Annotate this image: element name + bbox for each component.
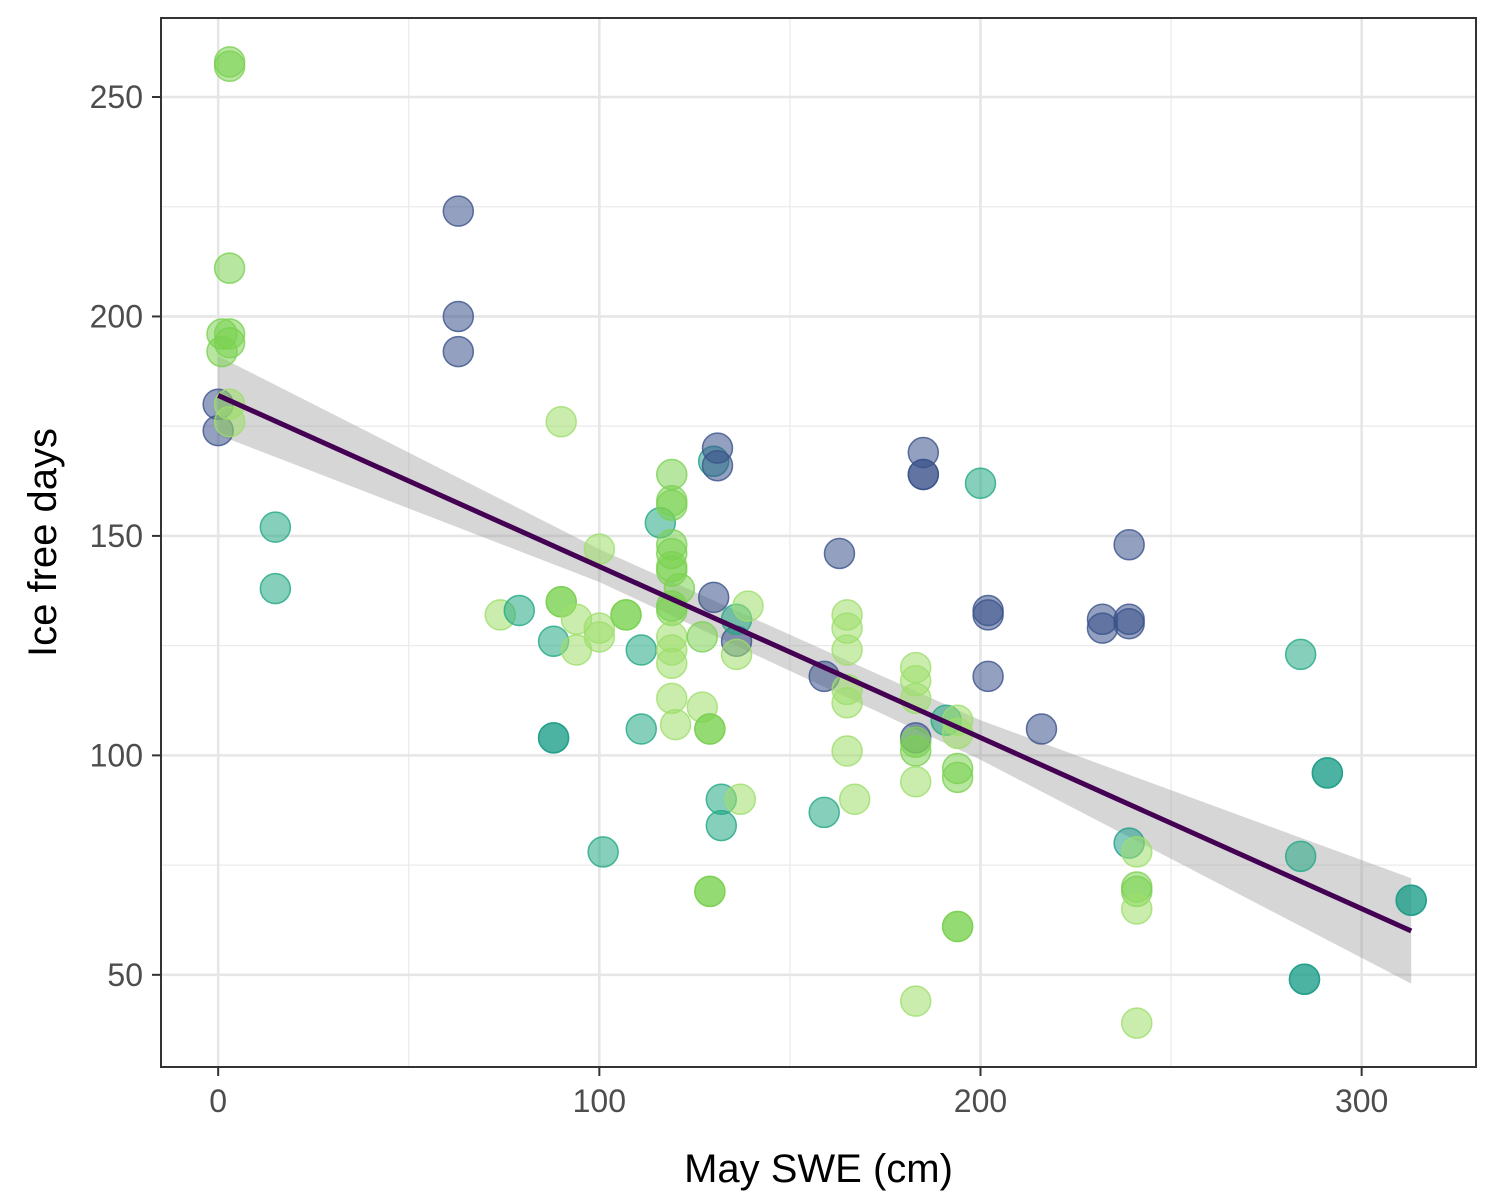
- data-point: [213, 50, 246, 83]
- data-point: [213, 252, 246, 284]
- data-point: [625, 713, 658, 745]
- data-point: [587, 836, 619, 868]
- data-point: [941, 761, 974, 794]
- trend-line: [217, 393, 1413, 934]
- x-tick-label: 0: [209, 1083, 227, 1119]
- data-point: [941, 910, 974, 943]
- y-axis-title: Ice free days: [21, 428, 65, 657]
- data-point: [697, 581, 730, 614]
- y-tick-label: 50: [107, 957, 143, 993]
- data-point: [625, 634, 658, 666]
- data-point: [694, 713, 726, 745]
- panel-border: [160, 17, 1477, 1068]
- data-point: [694, 875, 726, 908]
- data-point: [686, 621, 718, 653]
- data-point: [1113, 607, 1145, 640]
- data-point: [972, 660, 1004, 693]
- data-point: [213, 327, 246, 359]
- data-point: [213, 406, 246, 438]
- y-tick-label: 250: [90, 79, 143, 115]
- data-point: [831, 686, 863, 719]
- data-point: [1121, 1007, 1153, 1039]
- data-point: [899, 735, 932, 767]
- data-point: [732, 590, 764, 622]
- data-point: [838, 783, 871, 816]
- data-point: [610, 599, 642, 631]
- data-point: [823, 537, 856, 570]
- data-point: [659, 708, 692, 741]
- data-point: [537, 722, 570, 754]
- x-tick-label: 300: [1335, 1083, 1388, 1119]
- data-point: [442, 335, 475, 368]
- axes: 0 100 200 300 50 100 150 200 250: [90, 79, 1389, 1119]
- data-point: [656, 489, 688, 521]
- data-point: [964, 467, 997, 499]
- data-point: [259, 572, 292, 605]
- data-point: [1284, 840, 1317, 873]
- data-point: [442, 195, 475, 227]
- data-point: [899, 765, 932, 798]
- x-tick-label: 200: [954, 1083, 1007, 1119]
- x-axis-title: May SWE (cm): [684, 1147, 953, 1191]
- y-tick-label: 200: [90, 298, 143, 334]
- data-point: [972, 599, 1004, 631]
- data-point: [907, 458, 940, 491]
- data-point: [503, 594, 536, 627]
- data-point: [724, 783, 757, 816]
- data-point: [808, 796, 840, 829]
- data-point: [1113, 528, 1145, 561]
- data-point: [831, 634, 863, 666]
- data-point: [656, 682, 688, 715]
- data-point: [583, 621, 616, 653]
- data-point: [656, 458, 688, 491]
- data-point: [720, 638, 753, 671]
- points-layer: [202, 46, 1427, 1039]
- data-point: [1121, 836, 1153, 868]
- data-point: [705, 809, 738, 842]
- data-point: [701, 449, 734, 482]
- data-point: [656, 647, 688, 679]
- data-point: [1284, 638, 1317, 671]
- data-point: [259, 511, 292, 543]
- data-point: [442, 300, 475, 333]
- data-point: [1311, 757, 1344, 789]
- data-point: [899, 985, 932, 1017]
- y-tick-label: 150: [90, 518, 143, 554]
- data-point: [1395, 884, 1427, 916]
- data-point: [1025, 713, 1058, 745]
- x-tick-label: 100: [573, 1083, 626, 1119]
- grid: [161, 18, 1476, 1067]
- data-point: [1288, 963, 1321, 995]
- data-point: [1086, 612, 1119, 644]
- data-point: [1121, 893, 1153, 925]
- data-point: [831, 735, 863, 767]
- y-tick-label: 100: [90, 737, 143, 773]
- data-point: [545, 406, 577, 438]
- trend-line-layer: [217, 393, 1413, 934]
